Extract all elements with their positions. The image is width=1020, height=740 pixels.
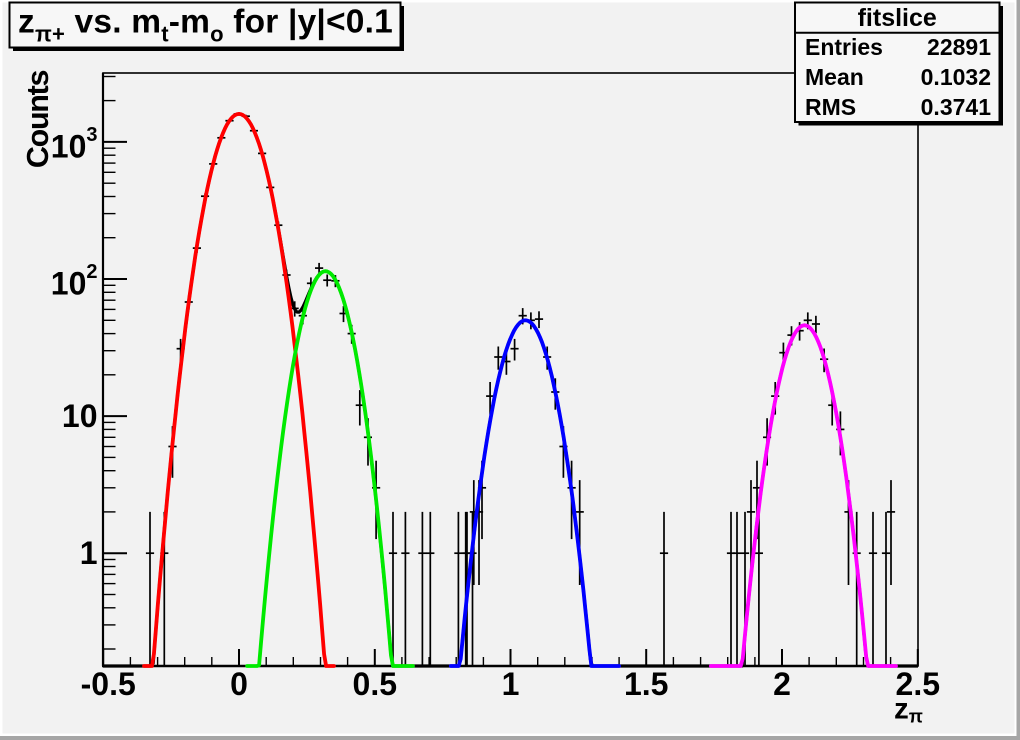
svg-text:10: 10 [62,398,98,434]
svg-text:1: 1 [80,535,98,571]
svg-text:0.1032: 0.1032 [921,64,991,90]
svg-text:Counts: Counts [21,71,55,169]
svg-text:0.3741: 0.3741 [921,94,992,120]
svg-text:22891: 22891 [927,34,991,60]
svg-text:2: 2 [773,666,791,702]
svg-text:RMS: RMS [805,94,856,120]
svg-text:1: 1 [502,666,520,702]
svg-text:fitslice: fitslice [858,4,937,32]
svg-text:Mean: Mean [805,64,864,90]
svg-text:Entries: Entries [805,34,883,60]
svg-text:zπ+ vs. mt-mo for |y|<0.1: zπ+ vs. mt-mo for |y|<0.1 [18,4,393,47]
svg-text:0: 0 [230,666,248,702]
svg-text:0.5: 0.5 [353,666,397,702]
svg-text:1.5: 1.5 [624,666,668,702]
svg-text:-0.5: -0.5 [81,666,136,702]
svg-text:2.5: 2.5 [896,666,940,702]
